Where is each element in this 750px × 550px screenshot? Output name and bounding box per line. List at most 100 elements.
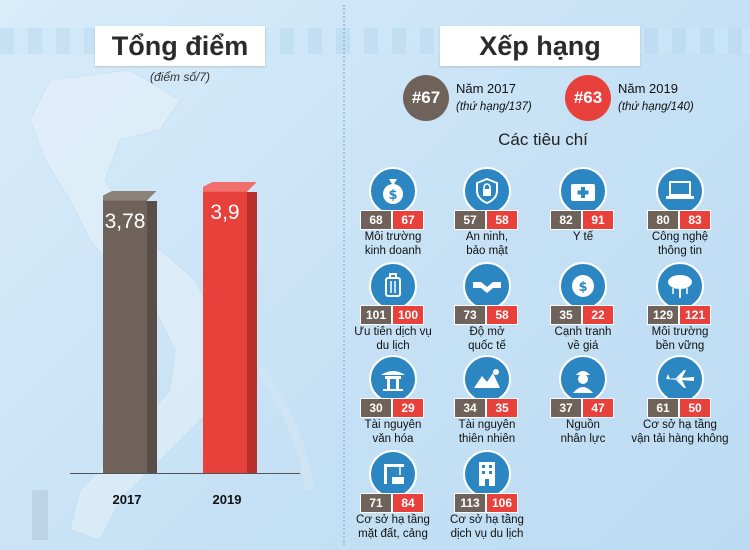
rank-2019-cell: 22 — [582, 305, 614, 325]
criterion-label-line: nhân lực — [560, 433, 606, 445]
hotel-building-icon — [463, 450, 511, 498]
rank-2019-cell: 67 — [392, 210, 424, 230]
rank-2017-cell: 113 — [454, 493, 486, 513]
rank-2019-cell: 100 — [392, 305, 424, 325]
criterion-label: Cơ sở hạ tầng mặt đất, cảng — [335, 513, 451, 541]
rank-2017-cell: 34 — [454, 398, 486, 418]
criterion-label-line: mặt đất, cảng — [358, 528, 428, 540]
port-crane-icon — [369, 450, 417, 498]
criterion-label-line: dịch vụ du lịch — [450, 528, 524, 540]
rank-pair: 80 83 — [647, 210, 711, 230]
criterion-label: Ưu tiên dịch vụ du lịch — [335, 325, 451, 353]
rank-2017-cell: 35 — [550, 305, 582, 325]
rank-2017-text: Năm 2017 (thứ hạng/137) — [456, 80, 532, 116]
rank-2019-cell: 47 — [582, 398, 614, 418]
criterion-label-line: quốc tế — [468, 340, 506, 352]
criterion-label-line: thiên nhiên — [458, 433, 516, 445]
rank-pair: 34 35 — [454, 398, 518, 418]
criterion-label-line: vận tải hàng không — [631, 433, 729, 445]
rank-2017-badge: #67 — [403, 75, 449, 121]
rank-2017-cell: 30 — [360, 398, 392, 418]
rank-2017-cell: 57 — [454, 210, 486, 230]
criterion-item: 37 47 Nguồn nhân lực — [533, 355, 643, 450]
criterion-label-line: du lịch — [376, 340, 410, 352]
coins-icon: $ — [559, 262, 607, 310]
criterion-item: 30 29 Tài nguyên văn hóa — [343, 355, 453, 450]
criterion-label-line: về giá — [567, 340, 599, 352]
criterion-item: 129 121 Môi trường bền vững — [630, 262, 740, 357]
laptop-icon — [656, 167, 704, 215]
ranking-title: Xếp hạng — [479, 30, 601, 61]
rank-2017-note: (thứ hạng/137) — [456, 101, 532, 113]
criterion-label-line: Ưu tiên dịch vụ — [354, 326, 432, 338]
luggage-icon — [369, 262, 417, 310]
criterion-label-line: Môi trường — [364, 231, 422, 243]
criterion-label-line: Cơ sở hạ tầng — [356, 514, 430, 526]
criterion-item: 57 58 An ninh, bảo mật — [437, 167, 547, 262]
criterion-label: Cơ sở hạ tầng vận tải hàng không — [622, 418, 738, 446]
rank-2017-year: Năm 2017 — [456, 81, 516, 96]
criterion-label: Nguồn nhân lực — [525, 418, 641, 446]
criterion-label: An ninh, bảo mật — [429, 230, 545, 258]
cloud-tree-icon — [656, 262, 704, 310]
rank-2017-cell: 82 — [550, 210, 582, 230]
criterion-label-line: Cơ sở hạ tầng — [450, 514, 524, 526]
criterion-label: Cơ sở hạ tầng dịch vụ du lịch — [429, 513, 545, 541]
bar-value-2017: 3,78 — [104, 209, 146, 233]
rank-2017-cell: 37 — [550, 398, 582, 418]
criterion-label: Y tế — [525, 230, 641, 244]
bar-value-2019: 3,9 — [210, 200, 240, 224]
rank-2019-cell: 121 — [679, 305, 711, 325]
money-bag-icon: $ — [369, 167, 417, 215]
rank-2017-cell: 71 — [360, 493, 392, 513]
rank-2017-cell: 80 — [647, 210, 679, 230]
criterion-label-line: bảo mật — [466, 245, 508, 257]
rank-2019-cell: 50 — [679, 398, 711, 418]
rank-pair: 57 58 — [454, 210, 518, 230]
landscape-icon — [463, 355, 511, 403]
criterion-label-line: bền vững — [655, 340, 705, 352]
year-label-2017: 2017 — [112, 492, 142, 507]
temple-icon — [369, 355, 417, 403]
handshake-icon — [463, 262, 511, 310]
rank-2019-cell: 83 — [679, 210, 711, 230]
criteria-heading: Các tiêu chí — [498, 130, 588, 149]
criterion-label: Môi trường bền vững — [622, 325, 738, 353]
criterion-label-line: Y tế — [572, 231, 594, 243]
rank-pair: 113 106 — [454, 493, 518, 513]
rank-2019-year: Năm 2019 — [618, 81, 678, 96]
criterion-item: 34 35 Tài nguyên thiên nhiên — [437, 355, 547, 450]
criterion-label: Tài nguyên văn hóa — [335, 418, 451, 446]
rank-2019-cell: 106 — [486, 493, 518, 513]
rank-2019-cell: 58 — [486, 210, 518, 230]
rank-pair: 35 22 — [550, 305, 614, 325]
rank-2019-cell: 35 — [486, 398, 518, 418]
rank-pair: 68 67 — [360, 210, 424, 230]
decorative-block — [32, 490, 48, 540]
criterion-item: 80 83 Công nghệ thông tin — [630, 167, 740, 262]
rank-2019-note: (thứ hạng/140) — [618, 101, 694, 113]
rank-pair: 37 47 — [550, 398, 614, 418]
rank-2017-cell: 61 — [647, 398, 679, 418]
svg-text:$: $ — [388, 188, 397, 203]
criterion-label-line: Tài nguyên — [364, 419, 422, 431]
criterion-label: Môi trường kinh doanh — [335, 230, 451, 258]
rank-pair: 82 91 — [550, 210, 614, 230]
rank-2019-cell: 91 — [582, 210, 614, 230]
rank-2017-cell: 68 — [360, 210, 392, 230]
total-score-title: Tổng điểm — [111, 30, 249, 61]
criterion-item: 73 58 Độ mở quốc tế — [437, 262, 547, 357]
rank-pair: 73 58 — [454, 305, 518, 325]
criterion-label-line: Cạnh tranh — [554, 326, 612, 338]
column-divider — [343, 5, 345, 545]
criterion-item: 82 91 Y tế — [533, 167, 643, 262]
criterion-label-line: thông tin — [657, 245, 703, 257]
bar-2017 — [103, 190, 157, 473]
criterion-label: Công nghệ thông tin — [622, 230, 738, 258]
year-label-2019: 2019 — [212, 492, 242, 507]
criterion-label-line: Công nghệ — [651, 231, 709, 243]
rank-2017-cell: 101 — [360, 305, 392, 325]
rank-2019-cell: 84 — [392, 493, 424, 513]
rank-pair: 129 121 — [647, 305, 711, 325]
criterion-label: Độ mở quốc tế — [429, 325, 545, 353]
